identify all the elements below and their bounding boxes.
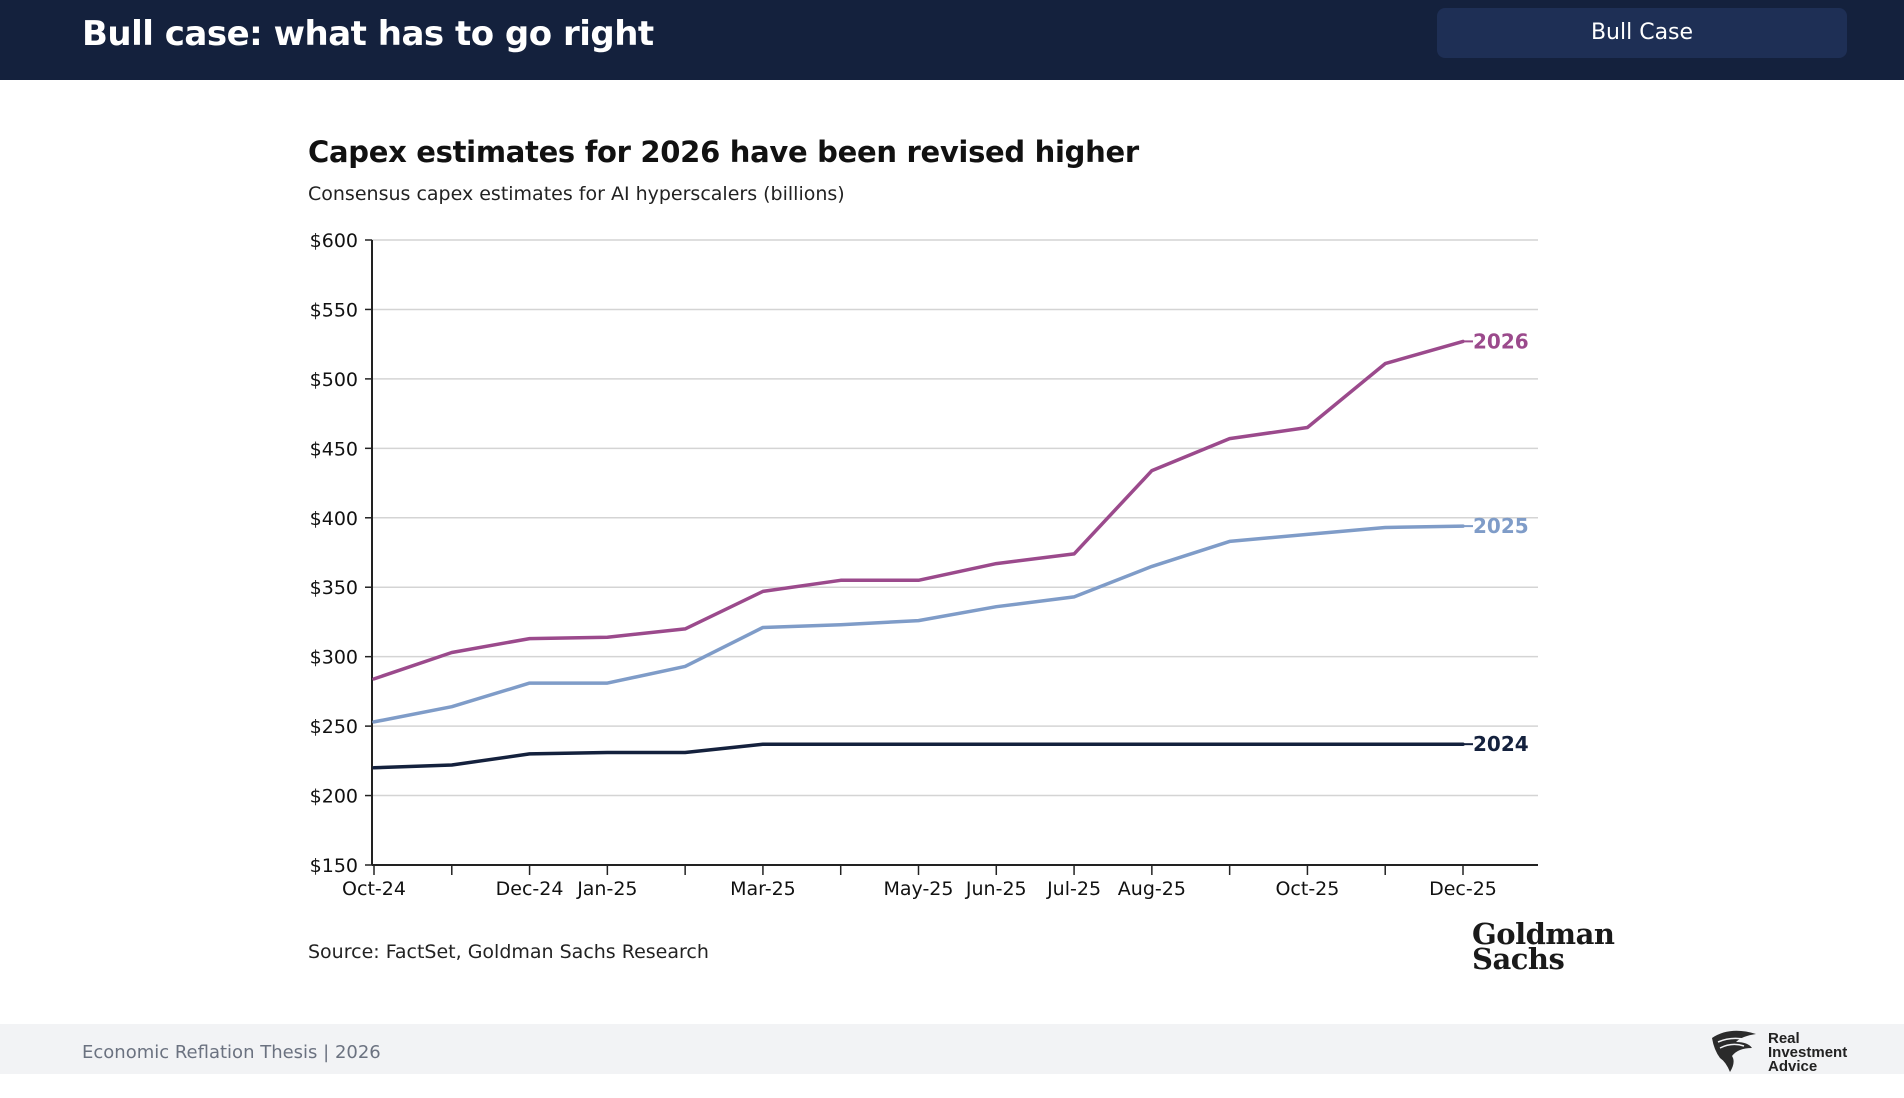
y-tick-label: $550 xyxy=(310,299,358,321)
x-tick-label: May-25 xyxy=(884,878,954,900)
series-label-2026: 2026 xyxy=(1473,329,1529,353)
y-tick-label: $400 xyxy=(310,508,358,530)
x-tick-label: Oct-25 xyxy=(1275,878,1339,900)
series-line-2025 xyxy=(372,524,1465,724)
series-labels: 2026 2025 2024 xyxy=(1463,329,1529,756)
y-tick-label: $450 xyxy=(310,438,358,460)
series-line-2026 xyxy=(372,339,1465,681)
footer-caption: Economic Reflation Thesis | 2026 xyxy=(82,1042,381,1063)
y-tick-label: $150 xyxy=(310,855,358,877)
y-tick-label: $300 xyxy=(310,647,358,669)
goldman-sachs-logo: Goldman Sachs xyxy=(1472,917,1615,976)
brand-line-2: Investment xyxy=(1768,1044,1848,1061)
footer-bar xyxy=(0,1024,1904,1074)
series-line-2024 xyxy=(372,742,1465,770)
bull-case-button[interactable]: Bull Case xyxy=(1437,8,1847,58)
eagle-logo-icon xyxy=(1712,1030,1756,1072)
series-label-2025: 2025 xyxy=(1473,514,1529,538)
chart-source: Source: FactSet, Goldman Sachs Research xyxy=(308,941,709,963)
x-tick-label: Jul-25 xyxy=(1046,878,1101,900)
brand-line-3: Advice xyxy=(1768,1058,1818,1075)
series-lines xyxy=(372,339,1465,770)
ria-brand: Real Investment Advice xyxy=(1768,1030,1848,1075)
x-tick-label: Dec-24 xyxy=(496,878,564,900)
y-tick-label: $250 xyxy=(310,716,358,738)
y-tick-label: $200 xyxy=(310,786,358,808)
x-tick-label: Oct-24 xyxy=(342,878,406,900)
x-tick-label: Mar-25 xyxy=(730,878,796,900)
x-tick-label: Jan-25 xyxy=(576,878,637,900)
brand-line-1: Real xyxy=(1768,1030,1800,1047)
x-tick-label: Jun-25 xyxy=(965,878,1027,900)
capex-line-chart: $150 $200 $250 $300 $350 $400 $450 $500 $550 $600… xyxy=(310,230,1538,900)
chart-title: Capex estimates for 2026 have been revis… xyxy=(308,135,1139,169)
gridlines xyxy=(372,239,1538,797)
slide-title: Bull case: what has to go right xyxy=(82,14,654,54)
x-tick-label: Aug-25 xyxy=(1118,878,1186,900)
y-tick-label: $500 xyxy=(310,369,358,391)
x-tick-label: Dec-25 xyxy=(1429,878,1497,900)
axes: $150 $200 $250 $300 $350 $400 $450 $500 $550 $600… xyxy=(310,230,1538,900)
chart-subtitle: Consensus capex estimates for AI hypersc… xyxy=(308,183,845,205)
y-tick-label: $350 xyxy=(310,577,358,599)
logo-line-2: Sachs xyxy=(1472,942,1565,976)
y-tick-label: $600 xyxy=(310,230,358,252)
series-label-2024: 2024 xyxy=(1473,732,1529,756)
logo-line-1: Goldman xyxy=(1472,917,1615,951)
